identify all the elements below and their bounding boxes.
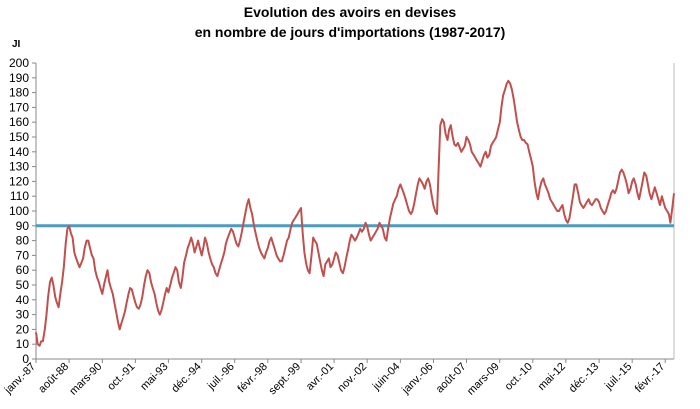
y-tick-label: 0: [22, 352, 29, 366]
y-tick-label: 30: [16, 308, 30, 322]
y-tick-label: 180: [9, 86, 29, 100]
x-tick-label: févr.-17: [633, 361, 667, 395]
y-tick-label: 50: [16, 278, 30, 292]
x-tick-label: avr.-01: [304, 361, 336, 393]
y-tick-label: 40: [16, 293, 30, 307]
y-tick-label: 80: [16, 234, 30, 248]
y-tick-label: 190: [9, 71, 29, 85]
x-tick-label: févr.-98: [235, 361, 269, 395]
y-tick-label: 200: [9, 56, 29, 70]
x-tick-label: juin-04: [370, 361, 403, 394]
x-tick-label: août-07: [434, 361, 469, 396]
x-tick-label: janv.-06: [399, 361, 435, 397]
y-tick-label: 100: [9, 204, 29, 218]
x-tick-label: mars-90: [67, 361, 104, 398]
y-tick-label: 20: [16, 322, 30, 336]
y-tick-label: 170: [9, 100, 29, 114]
x-tick-label: juil.-96: [205, 361, 237, 393]
y-tick-label: 70: [16, 248, 30, 262]
x-tick-label: nov.-02: [335, 361, 369, 395]
x-tick-label: déc.-94: [169, 361, 203, 395]
x-tick-label: juil.-15: [602, 361, 634, 393]
x-tick-label: déc.-13: [567, 361, 601, 395]
y-tick-label: 160: [9, 115, 29, 129]
chart-subtitle: en nombre de jours d'importations (1987-…: [194, 24, 506, 40]
x-tick-label: oct.-91: [105, 361, 137, 393]
y-axis-label: JI: [12, 39, 21, 50]
x-tick-label: sept.-99: [267, 361, 304, 398]
y-tick-label: 60: [16, 263, 30, 277]
x-tick-label: mars-09: [465, 361, 502, 398]
y-tick-label: 120: [9, 174, 29, 188]
y-tick-label: 110: [10, 189, 29, 203]
x-tick-label: janv.-87: [2, 361, 38, 397]
y-tick-label: 90: [16, 219, 30, 233]
x-tick-label: mai-12: [536, 361, 568, 393]
x-tick-label: mai-93: [138, 361, 170, 393]
x-tick-label: août-88: [36, 361, 71, 396]
y-tick-label: 140: [9, 145, 29, 159]
y-tick-label: 130: [9, 160, 29, 174]
y-tick-label: 150: [9, 130, 29, 144]
x-tick-label: oct.-10: [503, 361, 535, 393]
series-line-0: [35, 79, 675, 347]
chart-title: Evolution des avoirs en devises: [243, 4, 457, 20]
y-tick-label: 10: [16, 337, 30, 351]
